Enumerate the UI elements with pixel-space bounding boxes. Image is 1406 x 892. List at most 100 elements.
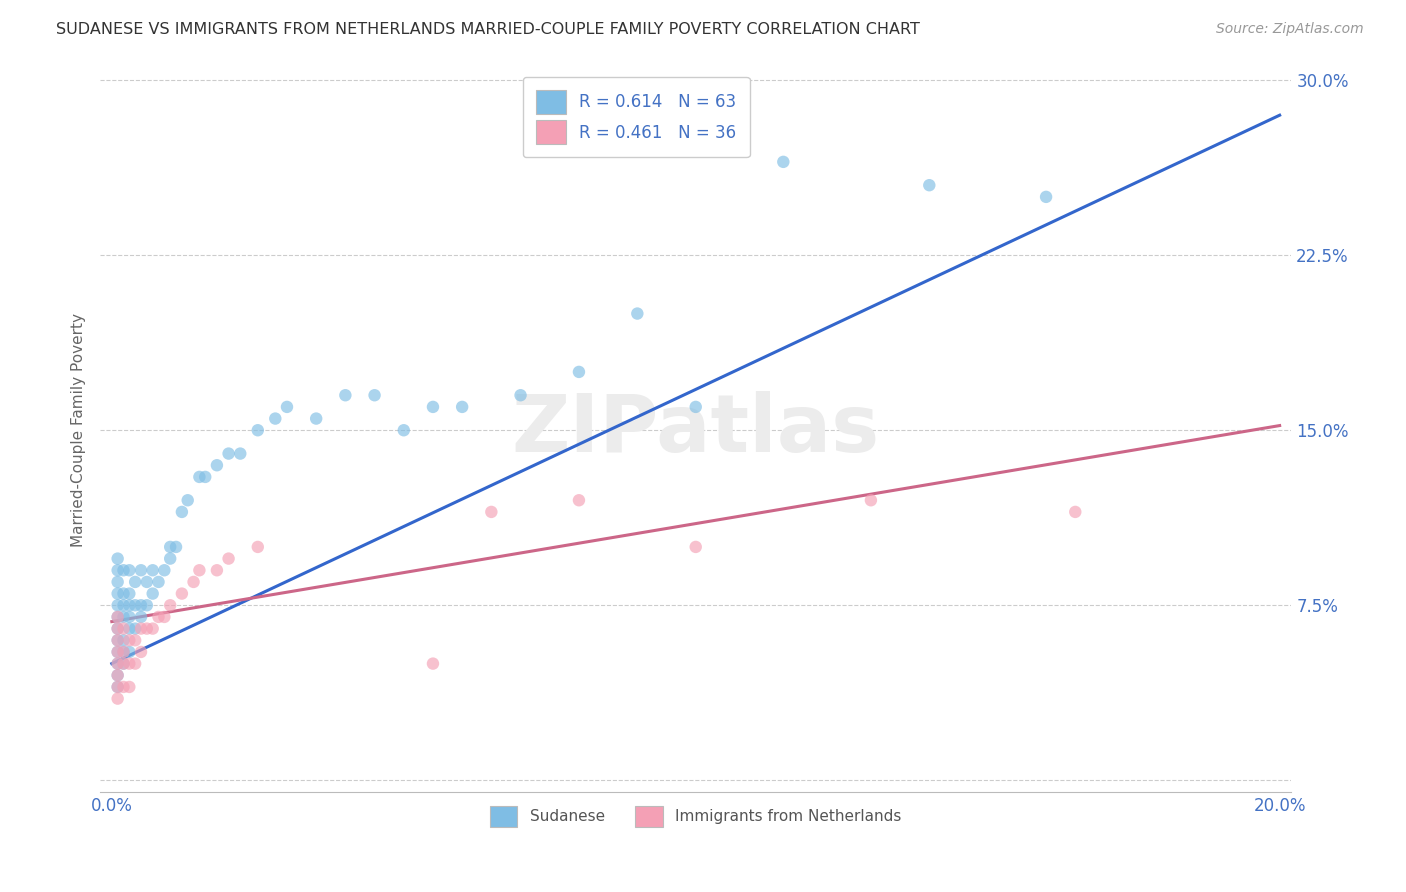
Point — [159, 540, 181, 554]
Point — [188, 563, 211, 577]
Point — [142, 586, 165, 600]
Point — [859, 493, 882, 508]
Point — [118, 563, 141, 577]
Point — [112, 586, 135, 600]
Point — [276, 400, 298, 414]
Point — [107, 680, 129, 694]
Point — [568, 493, 591, 508]
Point — [685, 540, 707, 554]
Point — [183, 574, 205, 589]
Point — [112, 599, 135, 613]
Point — [107, 657, 129, 671]
Point — [194, 470, 217, 484]
Point — [305, 411, 328, 425]
Point — [363, 388, 385, 402]
Point — [1064, 505, 1087, 519]
Point — [112, 563, 135, 577]
Point — [118, 645, 141, 659]
Point — [509, 388, 531, 402]
Point — [188, 470, 211, 484]
Point — [118, 622, 141, 636]
Text: ZIPatlas: ZIPatlas — [512, 392, 880, 469]
Point — [129, 622, 152, 636]
Point — [124, 633, 146, 648]
Point — [170, 505, 193, 519]
Point — [218, 551, 240, 566]
Point — [107, 574, 129, 589]
Point — [422, 657, 444, 671]
Point — [205, 563, 228, 577]
Point — [107, 633, 129, 648]
Point — [107, 586, 129, 600]
Point — [335, 388, 357, 402]
Point — [264, 411, 287, 425]
Text: Source: ZipAtlas.com: Source: ZipAtlas.com — [1216, 22, 1364, 37]
Y-axis label: Married-Couple Family Poverty: Married-Couple Family Poverty — [72, 313, 86, 547]
Point — [112, 645, 135, 659]
Point — [124, 574, 146, 589]
Point — [112, 657, 135, 671]
Point — [112, 645, 135, 659]
Point — [918, 178, 941, 193]
Point — [246, 540, 269, 554]
Point — [142, 622, 165, 636]
Point — [107, 622, 129, 636]
Point — [422, 400, 444, 414]
Point — [118, 610, 141, 624]
Point — [112, 680, 135, 694]
Point — [1035, 190, 1057, 204]
Point — [118, 633, 141, 648]
Point — [107, 610, 129, 624]
Point — [451, 400, 474, 414]
Point — [129, 645, 152, 659]
Point — [229, 446, 252, 460]
Point — [129, 610, 152, 624]
Point — [568, 365, 591, 379]
Point — [112, 622, 135, 636]
Point — [177, 493, 200, 508]
Point — [772, 154, 794, 169]
Point — [112, 657, 135, 671]
Point — [107, 680, 129, 694]
Point — [112, 610, 135, 624]
Text: SUDANESE VS IMMIGRANTS FROM NETHERLANDS MARRIED-COUPLE FAMILY POVERTY CORRELATIO: SUDANESE VS IMMIGRANTS FROM NETHERLANDS … — [56, 22, 920, 37]
Point — [129, 599, 152, 613]
Point — [118, 586, 141, 600]
Point — [107, 645, 129, 659]
Point — [112, 633, 135, 648]
Point — [107, 668, 129, 682]
Point — [118, 599, 141, 613]
Point — [159, 599, 181, 613]
Point — [107, 622, 129, 636]
Point — [107, 610, 129, 624]
Point — [153, 610, 176, 624]
Point — [142, 563, 165, 577]
Point — [148, 610, 170, 624]
Point — [153, 563, 176, 577]
Point — [124, 622, 146, 636]
Point — [107, 691, 129, 706]
Point — [107, 668, 129, 682]
Point — [129, 563, 152, 577]
Point — [118, 680, 141, 694]
Point — [135, 599, 157, 613]
Point — [170, 586, 193, 600]
Point — [218, 446, 240, 460]
Point — [159, 551, 181, 566]
Point — [118, 657, 141, 671]
Legend: Sudanese, Immigrants from Netherlands: Sudanese, Immigrants from Netherlands — [482, 798, 910, 835]
Point — [135, 622, 157, 636]
Point — [107, 563, 129, 577]
Point — [135, 574, 157, 589]
Point — [626, 307, 648, 321]
Point — [107, 657, 129, 671]
Point — [124, 599, 146, 613]
Point — [392, 423, 415, 437]
Point — [107, 599, 129, 613]
Point — [107, 645, 129, 659]
Point — [246, 423, 269, 437]
Point — [107, 633, 129, 648]
Point — [107, 551, 129, 566]
Point — [148, 574, 170, 589]
Point — [479, 505, 502, 519]
